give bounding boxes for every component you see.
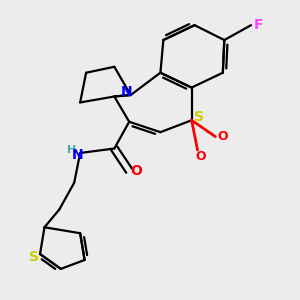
Text: F: F [254,18,263,32]
Text: O: O [195,150,206,163]
Text: H: H [67,145,76,155]
Text: S: S [194,110,204,124]
Text: O: O [218,130,228,143]
Text: S: S [29,250,39,264]
Text: O: O [131,164,142,178]
Text: N: N [120,85,132,99]
Text: N: N [71,148,83,162]
